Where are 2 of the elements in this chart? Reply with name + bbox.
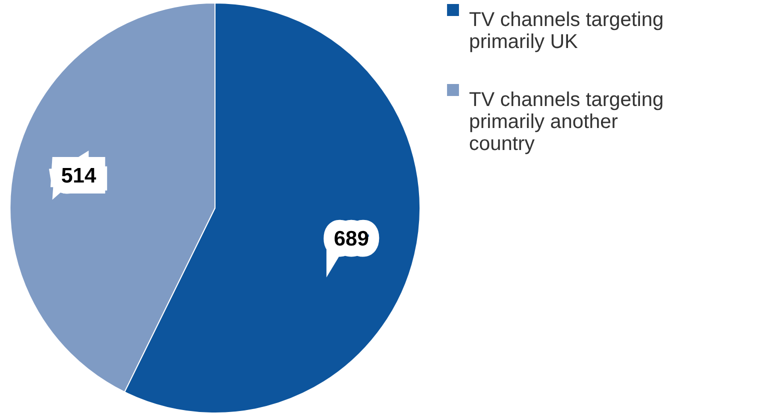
legend-label: TV channels targeting primarily UK bbox=[469, 9, 664, 53]
legend-label: TV channels targeting primarily another country bbox=[469, 89, 664, 155]
